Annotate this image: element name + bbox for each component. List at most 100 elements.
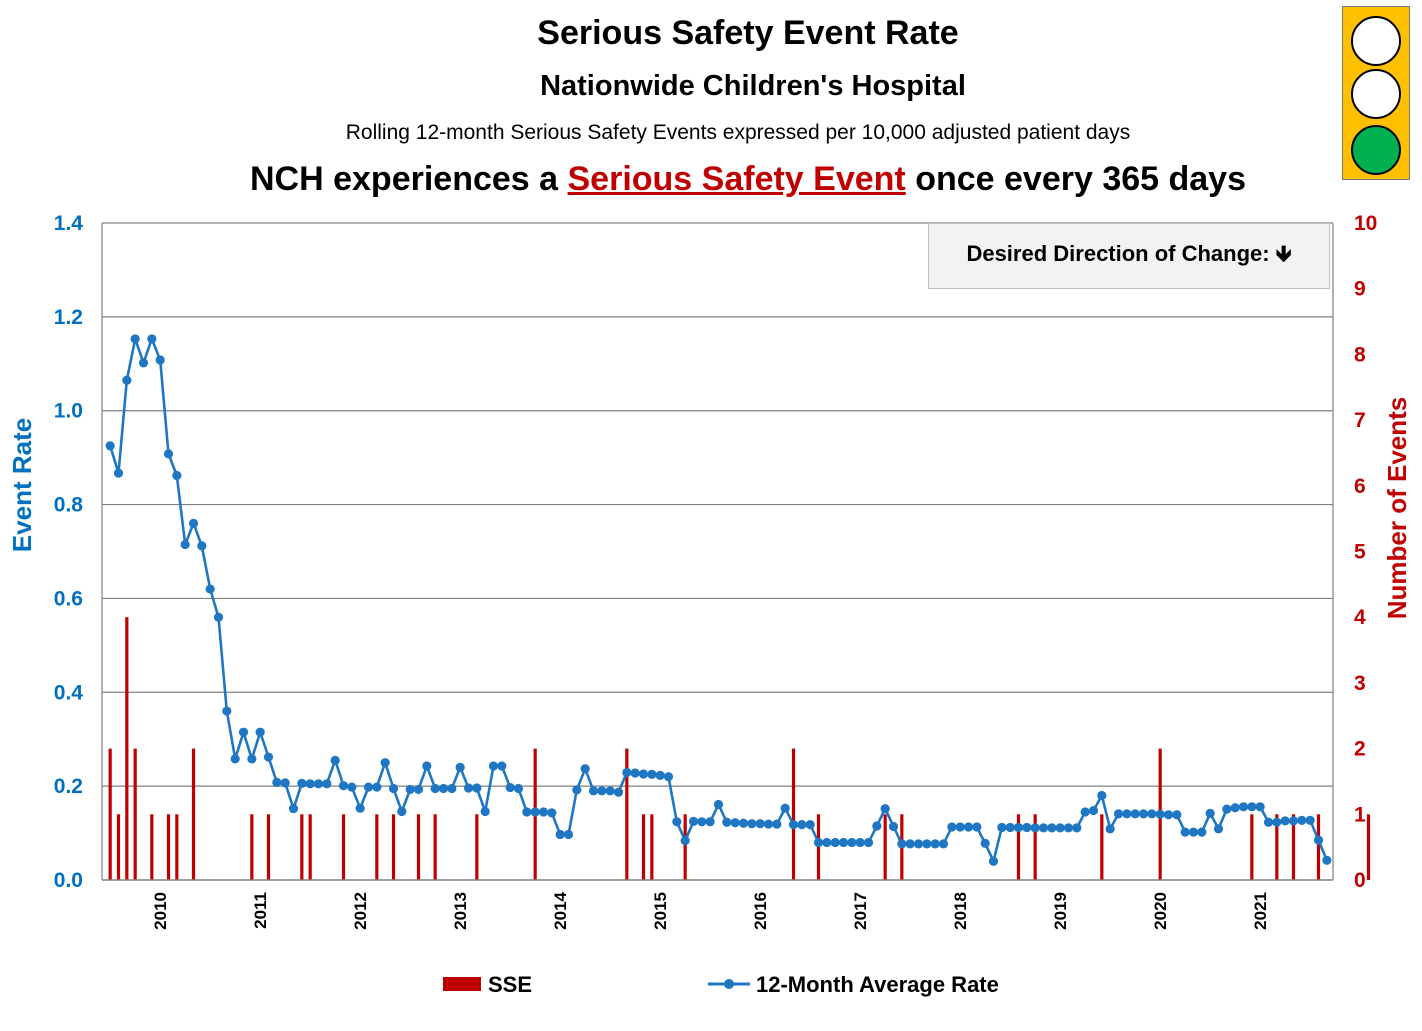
- rate-point: [213, 612, 224, 622]
- rate-point: [188, 518, 199, 528]
- sse-bars: [108, 617, 1371, 880]
- rate-point: [697, 817, 707, 827]
- legend-rate-marker: [724, 979, 734, 989]
- rate-point: [388, 783, 399, 794]
- rate-point: [247, 754, 257, 764]
- rate-point: [972, 822, 982, 832]
- rate-point: [872, 821, 882, 831]
- right-tick-label: 6: [1354, 475, 1366, 498]
- headline-event-link[interactable]: Serious Safety Event: [567, 160, 906, 198]
- rate-point: [322, 779, 332, 789]
- rate-point: [347, 782, 357, 792]
- x-tick-label: 2012: [351, 892, 370, 930]
- sse-bar: [125, 617, 129, 880]
- rate-point: [713, 799, 724, 810]
- sse-bar: [116, 814, 121, 880]
- legend-sse-swatch: [443, 977, 481, 991]
- rate-point: [147, 334, 157, 344]
- rate-point: [172, 470, 182, 481]
- rate-point: [747, 819, 757, 829]
- rate-line: [105, 333, 1332, 866]
- rate-point: [1288, 816, 1299, 826]
- rate-point: [1105, 824, 1115, 834]
- rate-point: [1313, 835, 1324, 845]
- rate-point: [888, 821, 899, 832]
- rate-point: [880, 804, 890, 814]
- rate-point: [863, 837, 874, 848]
- left-tick-label: 1.4: [54, 212, 84, 235]
- rate-point: [1138, 809, 1149, 819]
- rate-point: [280, 778, 290, 788]
- rate-point: [738, 818, 749, 828]
- sse-bar: [791, 748, 796, 880]
- right-axis-title: Number of Events: [1382, 397, 1412, 620]
- rate-point: [272, 777, 282, 787]
- rate-point: [1080, 807, 1090, 817]
- rate-point: [422, 761, 432, 771]
- x-tick-label: 2019: [1051, 892, 1070, 930]
- rate-point: [163, 449, 174, 459]
- rate-point: [413, 784, 424, 795]
- left-tick-label: 1.0: [54, 400, 83, 423]
- rate-point: [555, 829, 565, 840]
- rate-point: [1255, 802, 1265, 812]
- left-tick-label: 1.2: [54, 306, 83, 329]
- rate-point: [622, 767, 632, 778]
- rate-point: [338, 781, 349, 791]
- rate-point: [630, 768, 640, 778]
- rate-point: [1022, 822, 1032, 833]
- sse-bar: [175, 814, 179, 880]
- axes: [101, 223, 1334, 881]
- x-tick-label: 2018: [951, 892, 970, 930]
- x-tick-label: 2015: [651, 892, 670, 930]
- rate-point: [588, 786, 599, 796]
- sse-bar: [1366, 814, 1371, 880]
- rate-point: [1038, 823, 1049, 833]
- rate-point: [1005, 822, 1015, 833]
- right-tick-label: 0: [1354, 869, 1366, 892]
- sse-bar: [1291, 814, 1296, 880]
- rate-point: [672, 817, 682, 827]
- sse-bar: [308, 814, 312, 880]
- rate-point: [947, 822, 957, 832]
- left-tick-label: 0.2: [54, 775, 83, 798]
- sse-bar: [1275, 814, 1279, 880]
- rate-point: [1222, 804, 1232, 814]
- rate-point: [505, 782, 515, 793]
- rate-point: [563, 829, 574, 840]
- rate-point: [180, 539, 190, 550]
- rate-point: [855, 837, 865, 848]
- rate-point: [1272, 817, 1282, 827]
- rate-point: [355, 803, 365, 813]
- sse-bar: [416, 814, 421, 880]
- rate-point: [130, 334, 140, 344]
- left-axis-title: Event Rate: [7, 418, 37, 552]
- rate-point: [463, 783, 474, 793]
- chart-description: Rolling 12-month Serious Safety Events e…: [345, 121, 1131, 144]
- right-tick-label: 3: [1354, 672, 1366, 695]
- sse-bar: [816, 814, 821, 880]
- rate-point: [1063, 823, 1074, 833]
- rate-point: [1055, 823, 1065, 833]
- rate-point: [797, 820, 807, 830]
- rate-point: [655, 770, 665, 780]
- rate-point: [705, 817, 715, 827]
- rate-point: [1097, 790, 1107, 801]
- rate-point: [1113, 809, 1124, 819]
- rate-point: [230, 754, 240, 764]
- rate-point: [1197, 827, 1207, 837]
- rate-point: [1172, 810, 1182, 820]
- rate-point: [488, 761, 499, 771]
- rate-point: [822, 837, 832, 848]
- rate-point: [197, 541, 207, 551]
- rate-point: [688, 816, 699, 826]
- rate-point: [963, 822, 974, 832]
- x-tick-label: 2013: [451, 892, 470, 930]
- rate-point: [897, 839, 907, 849]
- rate-point: [980, 838, 990, 848]
- traffic-light-top: [1351, 16, 1401, 66]
- rate-point: [330, 755, 340, 765]
- rate-point: [1122, 809, 1132, 819]
- rate-point: [1013, 822, 1024, 833]
